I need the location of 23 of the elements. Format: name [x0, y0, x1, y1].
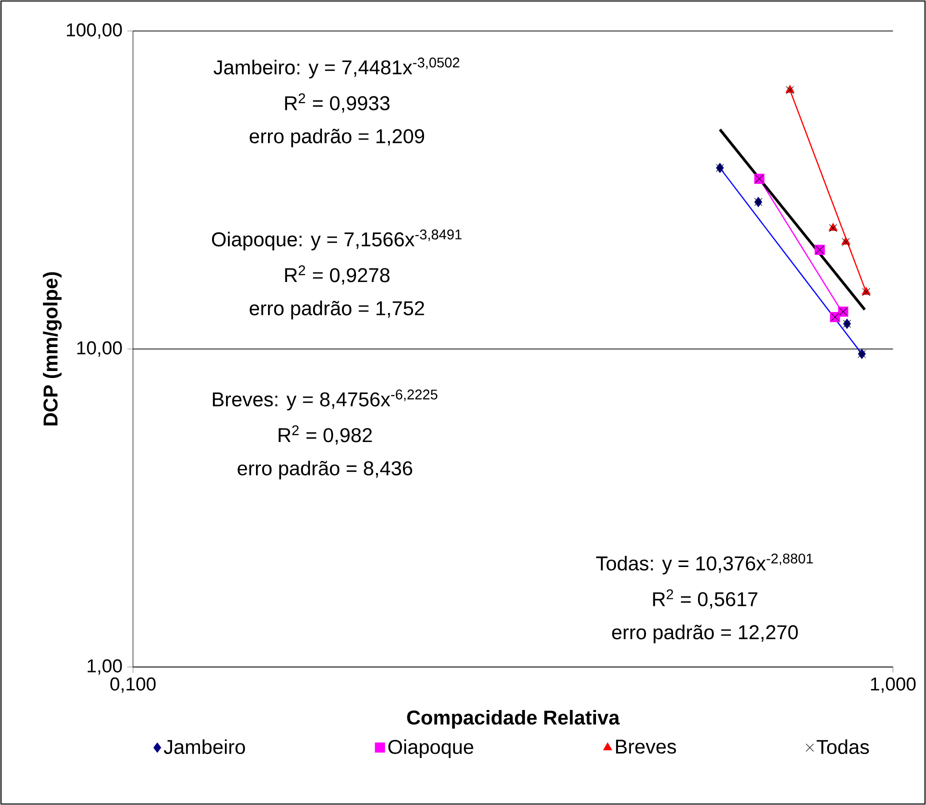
y-tick-label: 100,00	[66, 23, 122, 39]
y-tick-label: 1,00	[88, 659, 122, 675]
legend-label: Todas	[816, 739, 869, 754]
annotation: R$^{2}$ = 0,5617	[653, 589, 758, 609]
annotation: R$^{2}$ = 0,982	[278, 425, 372, 445]
x-tick-label: 0,100	[110, 677, 156, 693]
y-tick-label: 10,00	[77, 341, 122, 357]
annotation: erro padrão = 1,209	[250, 128, 424, 148]
annotation: erro padrão = 8,436	[238, 460, 412, 480]
annotation: Todas: y = 10,376x$^{-2,8801}$	[596, 554, 813, 574]
annotation: R$^{2}$ = 0,9278	[285, 265, 390, 285]
legend-label: Jambeiro	[164, 739, 245, 754]
legend-label: Breves	[616, 740, 676, 754]
annotation: erro padrão = 1,752	[250, 300, 424, 320]
annotation: Jambeiro: y = 7,4481x$^{-3,0502}$	[214, 58, 460, 78]
annotation: Oiapoque: y = 7,1566x$^{-3,8491}$	[212, 230, 462, 250]
x-axis-title: Compacidade Relativa	[407, 710, 620, 729]
annotation: erro padrão = 12,270	[612, 624, 798, 644]
annotation: Breves: y = 8,4756x$^{-6,2225}$	[212, 390, 438, 410]
x-tick-label: 1,000	[871, 677, 916, 693]
annotation: R$^{2}$ = 0,9933	[285, 93, 390, 113]
y-axis-title: DCP (mm/golpe)	[42, 272, 62, 426]
legend-label: Oiapoque	[388, 739, 474, 758]
